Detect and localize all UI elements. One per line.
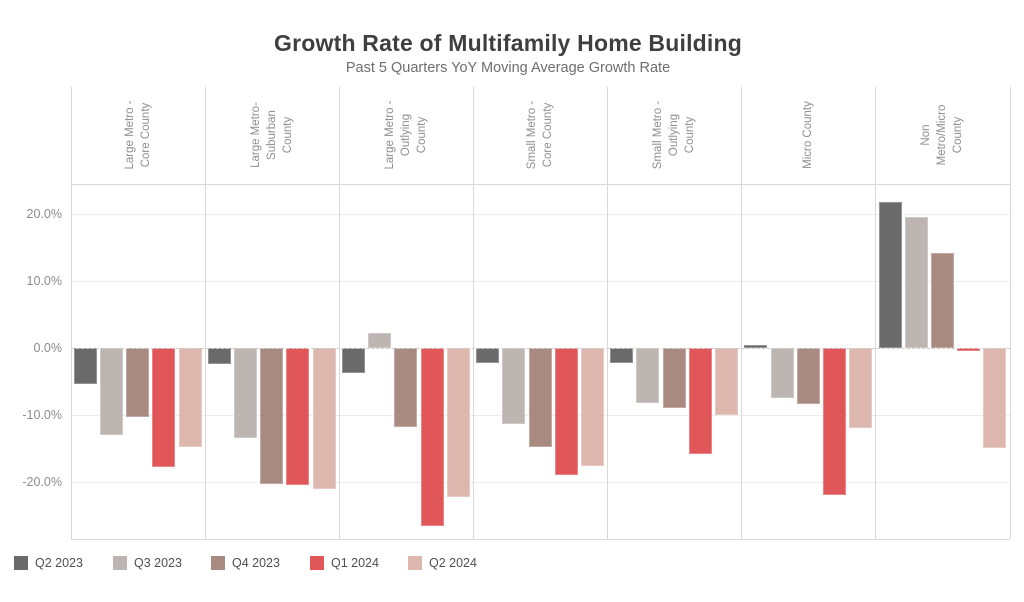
bar-q2-2023-large-metro-0[interactable]	[73, 348, 97, 385]
pane-divider-line	[1009, 87, 1011, 539]
legend-swatch-q2-2024[interactable]	[408, 556, 422, 570]
bar-q2-2023-small-metro-4[interactable]	[610, 348, 634, 364]
column-header-label: Small Metro - Core County	[525, 101, 554, 170]
legend-swatch-q1-2024[interactable]	[310, 556, 324, 570]
bar-q4-2023-large-metro-1[interactable]	[260, 348, 284, 484]
legend-label: Q3 2023	[134, 556, 182, 570]
column-header: Non Metro/Micro County	[875, 87, 1009, 184]
bar-q1-2024-large-metro-0[interactable]	[152, 348, 176, 468]
bar-q1-2024-small-metro-4[interactable]	[688, 348, 712, 454]
legend-label: Q2 2024	[429, 556, 477, 570]
bar-q1-2024-large-metro-1[interactable]	[286, 348, 310, 485]
column-header-label: Micro County	[802, 101, 815, 170]
bar-q4-2023-small-metro-3[interactable]	[528, 348, 552, 448]
pane-divider-line	[472, 87, 474, 539]
column-header: Large Metro- Suburban County	[205, 87, 339, 184]
column-header-label: Large Metro- Suburban County	[249, 102, 294, 169]
column-header-label: Non Metro/Micro County	[920, 104, 965, 166]
bar-q3-2023-micro-county-5[interactable]	[770, 348, 794, 399]
legend-label: Q1 2024	[331, 556, 379, 570]
y-axis-tick-label: -10.0%	[22, 408, 62, 422]
legend-label: Q4 2023	[232, 556, 280, 570]
header-separator-line	[70, 183, 1010, 185]
pane-divider-line	[70, 87, 72, 539]
y-axis-tick-label: 0.0%	[33, 341, 63, 355]
y-gridline	[70, 214, 1010, 215]
bar-q2-2023-micro-county-5[interactable]	[744, 344, 768, 348]
bar-q3-2023-small-metro-4[interactable]	[636, 348, 660, 403]
bar-q3-2023-small-metro-3[interactable]	[502, 348, 526, 425]
y-gridline	[70, 482, 1010, 483]
bar-q2-2024-large-metro-0[interactable]	[178, 348, 202, 448]
bar-q3-2023-large-metro-2[interactable]	[368, 333, 392, 348]
bar-q1-2024-micro-county-5[interactable]	[823, 348, 846, 495]
bar-q4-2023-large-metro-0[interactable]	[126, 348, 150, 417]
column-header: Small Metro - Core County	[473, 87, 607, 184]
bar-q3-2023-non-6[interactable]	[904, 216, 928, 348]
chart-title: Growth Rate of Multifamily Home Building	[274, 30, 742, 56]
bar-q1-2024-non-6[interactable]	[957, 348, 981, 351]
bar-q2-2023-large-metro-2[interactable]	[341, 348, 365, 373]
legend-swatch-q4-2023[interactable]	[211, 556, 225, 570]
y-axis-tick-label: 10.0%	[26, 274, 62, 288]
bar-q2-2024-non-6[interactable]	[983, 348, 1007, 448]
bar-q3-2023-large-metro-1[interactable]	[234, 348, 258, 438]
column-header-label: Small Metro - Outlying County	[652, 101, 697, 170]
bar-q4-2023-non-6[interactable]	[930, 252, 954, 348]
column-header: Micro County	[741, 87, 875, 184]
bar-q4-2023-large-metro-2[interactable]	[394, 348, 418, 428]
y-axis-tick-label: 20.0%	[26, 207, 62, 221]
bar-q2-2024-large-metro-2[interactable]	[446, 348, 470, 497]
pane-divider-line	[741, 87, 743, 539]
column-header-label: Large Metro - Core County	[123, 100, 152, 170]
legend-swatch-q2-2023[interactable]	[14, 556, 28, 570]
bar-q2-2023-small-metro-3[interactable]	[476, 348, 500, 363]
column-header: Large Metro - Outlying County	[339, 87, 473, 184]
bar-q2-2024-large-metro-1[interactable]	[312, 348, 336, 490]
bar-q1-2024-small-metro-3[interactable]	[554, 348, 578, 476]
legend-swatch-q3-2023[interactable]	[113, 556, 127, 570]
column-header-label: Large Metro - Outlying County	[383, 100, 428, 170]
zero-baseline	[70, 348, 1010, 349]
chart-subtitle: Past 5 Quarters YoY Moving Average Growt…	[345, 60, 671, 76]
pane-divider-line	[607, 87, 609, 539]
bar-q2-2023-non-6[interactable]	[878, 201, 902, 348]
column-header: Small Metro - Outlying County	[607, 87, 741, 184]
y-axis-tick-label: -20.0%	[22, 475, 62, 489]
axis-bottom-line	[70, 539, 1010, 540]
bar-q1-2024-large-metro-2[interactable]	[420, 348, 444, 527]
bar-q3-2023-large-metro-0[interactable]	[99, 348, 123, 436]
legend-label: Q2 2023	[35, 556, 83, 570]
bar-q2-2024-small-metro-4[interactable]	[715, 348, 739, 415]
bar-q4-2023-micro-county-5[interactable]	[796, 348, 820, 405]
y-gridline	[70, 281, 1010, 282]
column-header: Large Metro - Core County	[71, 87, 205, 184]
bar-q2-2024-micro-county-5[interactable]	[849, 348, 873, 428]
pane-divider-line	[338, 87, 340, 539]
bar-q4-2023-small-metro-4[interactable]	[662, 348, 686, 409]
bar-q2-2024-small-metro-3[interactable]	[580, 348, 604, 466]
bar-q2-2023-large-metro-1[interactable]	[207, 348, 231, 365]
legend: Q2 2023 Q3 2023 Q4 2023 Q1 2024 Q2 2024	[0, 549, 1024, 579]
pane-divider-line	[875, 87, 877, 539]
pane-divider-line	[204, 87, 206, 539]
